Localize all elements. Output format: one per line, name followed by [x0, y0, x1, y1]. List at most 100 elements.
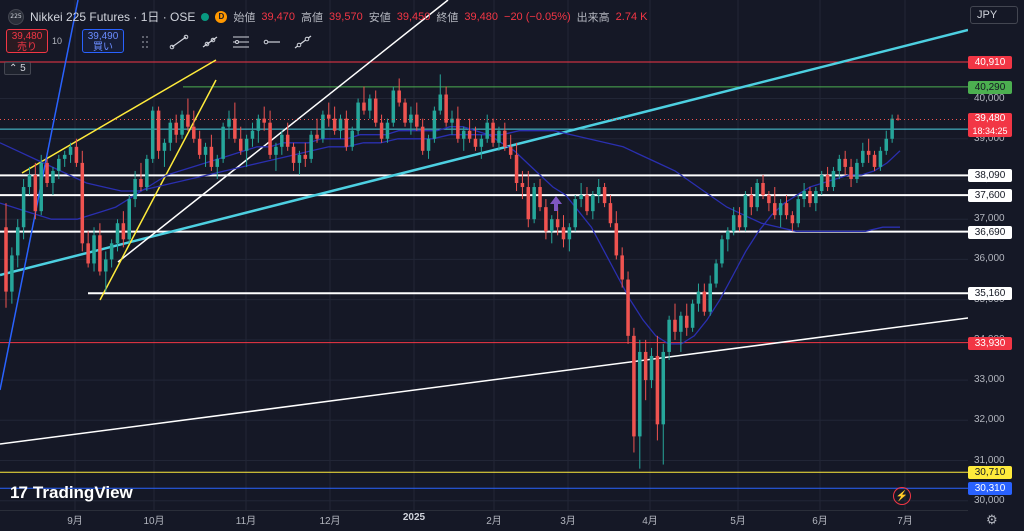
candle-body-105: [620, 255, 624, 280]
candle-body-47: [280, 134, 284, 147]
moving-average-short: [0, 126, 901, 345]
candle-body-113: [667, 319, 671, 352]
candle-body-71: [420, 126, 425, 151]
candle-body-81: [479, 138, 484, 147]
time-label-0: 9月: [67, 516, 83, 527]
candle-body-107: [632, 335, 636, 437]
flash-icon[interactable]: ⚡: [893, 487, 911, 505]
trend-line-icon[interactable]: [169, 34, 189, 50]
candle-body-104: [614, 223, 619, 256]
candle-body-121: [714, 263, 718, 284]
candle-body-117: [690, 303, 695, 328]
candle-body-129: [761, 183, 765, 196]
candle-body-74: [438, 94, 443, 111]
horizontal-lines-icon[interactable]: [231, 34, 251, 50]
open-value: 39,470: [261, 10, 296, 23]
candle-body-41: [244, 138, 249, 151]
price-tick-6: 36,000: [974, 253, 1005, 265]
trend-line-blue: [0, 0, 79, 391]
sell-button[interactable]: 39,480 売り: [6, 29, 48, 53]
candle-body-1: [10, 255, 14, 292]
candle-body-76: [450, 118, 454, 123]
low-value: 39,450: [396, 10, 431, 23]
candle-body-37: [221, 126, 225, 159]
candle-body-130: [767, 195, 771, 204]
candle-body-109: [643, 351, 648, 381]
candlestick-chart[interactable]: [0, 0, 968, 510]
price-tick-10: 40,000: [974, 92, 1005, 104]
candle-body-134: [790, 215, 795, 224]
time-label-5: 2月: [486, 516, 502, 527]
time-axis-bar: [0, 510, 968, 531]
drag-handle-icon[interactable]: [138, 34, 158, 50]
horizontal-ray-icon[interactable]: [262, 34, 282, 50]
candle-body-15: [92, 235, 96, 264]
candle-body-42: [250, 130, 255, 139]
candle-body-7: [45, 162, 49, 184]
tradingview-mark-icon: 17: [10, 483, 28, 502]
price-tick-1: 31,000: [974, 454, 1005, 466]
candle-body-12: [74, 146, 79, 163]
candle-body-90: [532, 187, 536, 220]
candle-body-13: [80, 162, 85, 244]
volume-value: 2.74 K: [615, 10, 648, 23]
currency-selector[interactable]: JPY: [970, 6, 1018, 24]
time-label-1: 10月: [143, 516, 165, 527]
spread-value: 10: [52, 36, 63, 46]
candle-body-39: [233, 118, 237, 139]
price-level-label-8: 30,710: [968, 466, 1012, 480]
candle-body-77: [456, 118, 460, 139]
symbol-title[interactable]: Nikkei 225 Futures · 1日 · OSE: [30, 10, 196, 24]
price-level-label-7: 33,930: [968, 336, 1012, 350]
drawing-toolbar: [138, 34, 313, 50]
nikkei-logo-icon: 225: [8, 8, 24, 25]
candle-body-50: [297, 154, 302, 163]
candle-body-128: [755, 183, 759, 208]
price-level-label-6: 35,160: [968, 287, 1012, 301]
candle-body-69: [409, 114, 413, 123]
time-label-9: 6月: [812, 516, 828, 527]
candle-body-29: [174, 122, 178, 135]
indicators-collapse-toggle[interactable]: ⌃ 5: [4, 62, 31, 75]
ray-line-icon[interactable]: [200, 34, 220, 50]
buy-button[interactable]: 39,490 買い: [82, 29, 124, 53]
candle-body-87: [514, 154, 519, 184]
candle-body-92: [544, 207, 548, 232]
candle-body-115: [679, 315, 683, 332]
close-value: 39,480: [464, 10, 499, 23]
low-label: 安値: [368, 11, 391, 24]
candle-body-94: [555, 219, 560, 228]
candle-body-32: [192, 126, 196, 139]
candle-body-99: [585, 195, 589, 212]
candle-body-137: [808, 191, 812, 204]
candle-body-93: [550, 219, 554, 232]
candle-body-28: [168, 122, 173, 143]
price-tick-0: 30,000: [974, 494, 1005, 506]
candle-body-126: [743, 195, 748, 228]
candle-body-11: [68, 146, 73, 155]
candle-body-70: [415, 114, 419, 127]
extended-line-icon[interactable]: [293, 34, 313, 50]
chart-area[interactable]: [0, 0, 968, 510]
candle-body-120: [708, 283, 712, 312]
candle-body-44: [262, 118, 266, 123]
candle-body-89: [526, 187, 531, 220]
candle-body-60: [356, 102, 360, 131]
candle-body-55: [327, 114, 331, 119]
settings-gear-icon[interactable]: ⚙: [986, 512, 998, 527]
candle-body-16: [98, 235, 102, 272]
candle-body-147: [866, 150, 871, 155]
indicators-count: 5: [20, 63, 26, 74]
candle-body-45: [268, 122, 272, 155]
buy-price: 39,490: [87, 31, 119, 42]
candle-body-54: [321, 114, 325, 139]
candle-body-38: [227, 118, 231, 127]
candle-body-61: [362, 102, 366, 111]
candle-body-111: [655, 355, 660, 425]
candle-body-27: [162, 142, 167, 151]
candle-body-14: [86, 243, 90, 264]
candle-body-125: [737, 215, 742, 228]
candle-body-133: [784, 203, 789, 216]
candle-body-58: [344, 118, 349, 147]
price-axis[interactable]: [968, 0, 1024, 530]
